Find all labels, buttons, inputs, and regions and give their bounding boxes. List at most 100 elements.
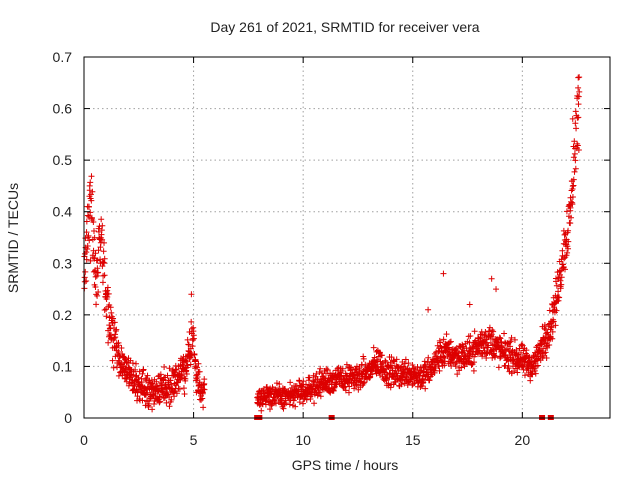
data-point: [139, 370, 146, 377]
data-point: [558, 274, 565, 281]
data-point: [480, 345, 487, 352]
data-point: [489, 327, 496, 334]
data-point: [144, 372, 151, 379]
data-point: [571, 168, 578, 175]
data-point: [570, 154, 577, 161]
data-point: [518, 341, 525, 348]
data-point: [92, 250, 99, 257]
data-point: [181, 375, 188, 382]
data-point: [194, 364, 201, 371]
data-point: [84, 212, 91, 219]
data-point: [296, 399, 303, 406]
plot-frame: [83, 56, 611, 419]
data-point: [511, 336, 518, 343]
data-point: [99, 279, 106, 286]
data-point: [90, 218, 97, 225]
data-point: [558, 256, 565, 263]
data-point: [420, 372, 427, 379]
data-point: [300, 378, 307, 385]
data-point: [470, 367, 477, 374]
data-point: [159, 380, 166, 387]
data-point: [543, 354, 550, 361]
data-point: [555, 288, 562, 295]
data-point: [576, 74, 583, 81]
data-point: [118, 360, 125, 367]
data-point: [184, 336, 191, 343]
data-point: [92, 273, 99, 280]
data-point: [86, 182, 93, 189]
data-point: [157, 375, 164, 382]
data-point: [280, 405, 287, 412]
data-point: [188, 318, 195, 325]
y-tick-label: 0.2: [53, 307, 73, 323]
data-point: [132, 366, 139, 373]
data-point: [488, 275, 495, 282]
data-point: [514, 369, 521, 376]
data-point: [123, 378, 130, 385]
data-point: [86, 237, 93, 244]
data-point: [90, 254, 97, 261]
data-point: [200, 404, 207, 411]
data-point: [168, 381, 175, 388]
data-point: [99, 263, 106, 270]
data-point: [374, 357, 381, 364]
data-point: [153, 378, 160, 385]
data-point: [83, 229, 90, 236]
y-tick-label: 0.7: [53, 49, 73, 65]
data-point: [92, 284, 99, 291]
data-point: [99, 222, 106, 229]
data-point: [83, 256, 90, 263]
data-point: [572, 108, 579, 115]
data-point: [113, 326, 120, 333]
data-point: [569, 115, 576, 122]
data-point: [146, 400, 153, 407]
data-point: [417, 384, 424, 391]
data-point: [173, 390, 180, 397]
data-point: [565, 245, 572, 252]
data-point: [419, 375, 426, 382]
data-point: [521, 372, 528, 379]
data-point: [352, 366, 359, 373]
y-tick-label: 0.6: [53, 101, 73, 117]
data-point: [342, 387, 349, 394]
data-point: [574, 142, 581, 149]
data-point: [87, 209, 94, 216]
data-point: [99, 236, 106, 243]
data-point: [339, 365, 346, 372]
data-point: [286, 401, 293, 408]
data-point: [488, 332, 495, 339]
data-point: [95, 289, 102, 296]
data-point: [101, 255, 108, 262]
data-point: [331, 384, 338, 391]
data-point: [183, 371, 190, 378]
data-point: [507, 338, 514, 345]
data-point: [145, 404, 152, 411]
data-point: [527, 377, 534, 384]
data-point: [112, 334, 119, 341]
data-point: [571, 150, 578, 157]
data-point: [422, 385, 429, 392]
data-point: [166, 365, 173, 372]
data-point: [333, 379, 340, 386]
data-point: [452, 363, 459, 370]
data-point: [108, 332, 115, 339]
data-point: [447, 338, 454, 345]
data-point: [540, 345, 547, 352]
y-tick-label: 0.4: [53, 204, 73, 220]
data-point: [575, 74, 582, 81]
data-point: [446, 339, 453, 346]
data-point: [471, 328, 478, 335]
data-point: [323, 365, 330, 372]
data-point: [382, 375, 389, 382]
data-point: [575, 147, 582, 154]
data-point: [183, 358, 190, 365]
data-point: [541, 322, 548, 329]
data-point: [311, 400, 318, 407]
data-point: [541, 350, 548, 357]
data-point: [101, 272, 108, 279]
data-point: [550, 318, 557, 325]
data-point: [452, 346, 459, 353]
data-point: [157, 371, 164, 378]
data-point: [382, 357, 389, 364]
data-point: [574, 95, 581, 102]
